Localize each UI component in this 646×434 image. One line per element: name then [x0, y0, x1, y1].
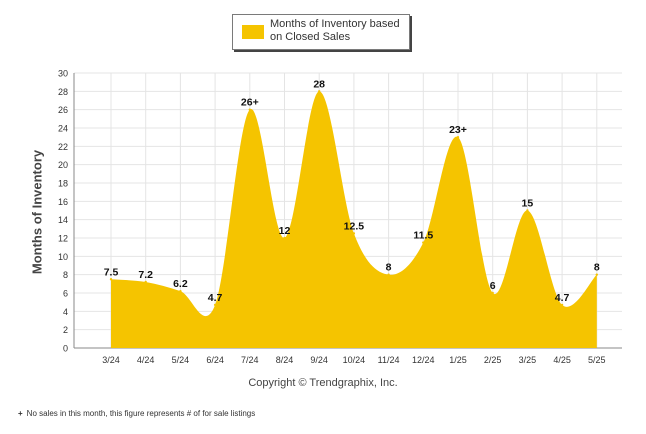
- data-label: 28: [313, 78, 325, 90]
- footnote: + No sales in this month, this figure rep…: [18, 409, 255, 418]
- x-tick-label: 10/24: [343, 355, 366, 365]
- x-tick-label: 7/24: [241, 355, 259, 365]
- x-tick-label: 8/24: [276, 355, 294, 365]
- data-label: 11.5: [413, 230, 433, 242]
- data-label: 4.7: [555, 292, 570, 304]
- x-tick-label: 9/24: [310, 355, 328, 365]
- y-tick-label: 30: [58, 69, 68, 79]
- x-tick-label: 3/24: [102, 355, 120, 365]
- y-tick-label: 28: [58, 87, 68, 97]
- data-point: [352, 232, 356, 235]
- data-point: [387, 273, 390, 276]
- data-label: 15: [522, 198, 534, 210]
- y-tick-label: 14: [58, 215, 68, 225]
- series-area: [111, 91, 597, 348]
- copyright-text: Copyright © Trendgraphix, Inc.: [248, 377, 398, 389]
- data-point: [283, 236, 286, 240]
- data-point: [144, 280, 147, 284]
- legend-label: Months of Inventory based on Closed Sale…: [270, 18, 400, 43]
- x-tick-label: 6/24: [206, 355, 224, 365]
- x-tick-label: 1/25: [449, 355, 467, 365]
- y-tick-label: 2: [63, 325, 68, 335]
- y-tick-label: 0: [63, 344, 68, 354]
- x-tick-label: 2/25: [484, 355, 502, 365]
- legend-swatch: [242, 25, 264, 39]
- data-point: [422, 241, 425, 244]
- x-tick-label: 5/24: [172, 355, 190, 365]
- y-tick-label: 12: [58, 234, 68, 244]
- footnote-text: No sales in this month, this figure repr…: [26, 409, 256, 418]
- data-label: 8: [594, 262, 600, 274]
- data-point: [248, 108, 251, 111]
- data-point: [179, 289, 182, 293]
- x-tick-label: 3/25: [519, 355, 537, 365]
- data-label: 12: [279, 225, 291, 237]
- data-point: [560, 303, 564, 307]
- x-tick-label: 4/25: [553, 355, 571, 365]
- x-tick-label: 5/25: [588, 355, 606, 365]
- x-tick-label: 11/24: [378, 355, 400, 365]
- data-point: [109, 278, 113, 281]
- y-tick-label: 8: [63, 270, 68, 280]
- x-tick-label: 12/24: [412, 355, 435, 365]
- data-point: [526, 209, 529, 212]
- data-label: 8: [386, 262, 392, 274]
- y-tick-label: 26: [58, 105, 68, 115]
- data-point: [491, 291, 494, 295]
- y-tick-label: 16: [58, 197, 68, 207]
- y-axis-title: Months of Inventory: [29, 149, 45, 275]
- data-label: 7.5: [104, 266, 119, 278]
- y-tick-label: 22: [58, 142, 68, 152]
- data-point: [213, 303, 217, 307]
- data-label: 26+: [241, 97, 259, 109]
- data-point: [456, 135, 460, 139]
- data-label: 6: [490, 280, 496, 292]
- data-point: [318, 90, 321, 93]
- y-tick-label: 4: [63, 307, 68, 317]
- y-tick-label: 18: [58, 179, 68, 189]
- data-point: [595, 273, 598, 276]
- y-tick-label: 20: [58, 160, 68, 170]
- chart-legend: Months of Inventory based on Closed Sale…: [232, 14, 410, 50]
- data-label: 4.7: [208, 292, 223, 304]
- x-tick-label: 4/24: [137, 355, 155, 365]
- data-label: 12.5: [344, 220, 365, 232]
- data-label: 7.2: [138, 269, 153, 281]
- data-label: 6.2: [173, 278, 188, 290]
- footnote-mark: +: [18, 409, 23, 418]
- y-tick-label: 24: [58, 124, 68, 134]
- y-tick-label: 6: [63, 289, 68, 299]
- data-label: 23+: [449, 124, 467, 136]
- y-tick-label: 10: [58, 252, 68, 262]
